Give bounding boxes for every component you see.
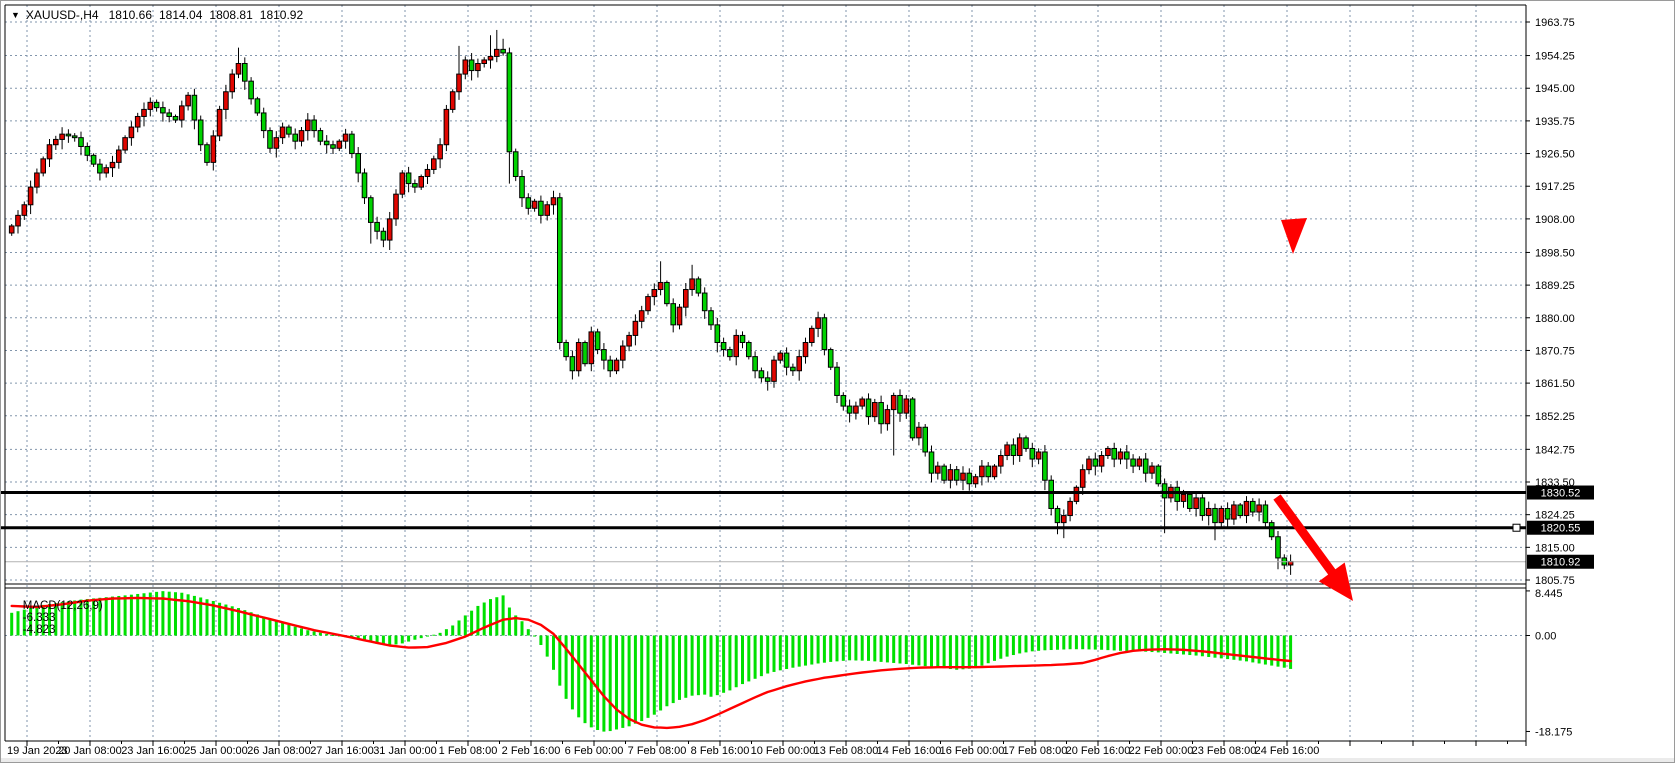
svg-text:8.445: 8.445 (1535, 588, 1563, 600)
svg-text:1 Feb 08:00: 1 Feb 08:00 (439, 745, 498, 757)
ohlc-close-value: 1810.92 (259, 8, 304, 22)
svg-text:1810.92: 1810.92 (1541, 557, 1581, 569)
svg-text:27 Jan 16:00: 27 Jan 16:00 (310, 745, 374, 757)
svg-text:1852.25: 1852.25 (1535, 411, 1575, 423)
svg-text:1917.25: 1917.25 (1535, 181, 1575, 193)
macd-indicator-label: MACD(12,26,9) -6.333 -4.823 (10, 588, 108, 648)
macd-signal-line (10, 596, 1292, 730)
svg-text:2 Feb 16:00: 2 Feb 16:00 (502, 745, 561, 757)
symbol-dropdown-icon[interactable]: ▼ (11, 10, 20, 20)
svg-text:1889.25: 1889.25 (1535, 280, 1575, 292)
svg-text:23 Jan 16:00: 23 Jan 16:00 (121, 745, 185, 757)
svg-text:10 Feb 00:00: 10 Feb 00:00 (751, 745, 816, 757)
macd-histogram (10, 591, 1293, 732)
svg-text:14 Feb 16:00: 14 Feb 16:00 (877, 745, 942, 757)
svg-text:1824.25: 1824.25 (1535, 510, 1575, 522)
svg-text:1815.00: 1815.00 (1535, 542, 1575, 554)
svg-text:1898.50: 1898.50 (1535, 247, 1575, 259)
svg-text:8 Feb 16:00: 8 Feb 16:00 (691, 745, 750, 757)
svg-text:13 Feb 08:00: 13 Feb 08:00 (814, 745, 879, 757)
svg-text:31 Jan 00:00: 31 Jan 00:00 (373, 745, 437, 757)
svg-text:1935.75: 1935.75 (1535, 116, 1575, 128)
svg-text:6 Feb 00:00: 6 Feb 00:00 (565, 745, 624, 757)
price-tag-1820: 1820.55 (1527, 520, 1594, 535)
svg-text:1963.75: 1963.75 (1535, 17, 1575, 29)
svg-text:26 Jan 08:00: 26 Jan 08:00 (247, 745, 311, 757)
svg-text:1870.75: 1870.75 (1535, 345, 1575, 357)
svg-text:1880.00: 1880.00 (1535, 313, 1575, 325)
ohlc-low-value: 1808.81 (209, 8, 253, 22)
svg-text:1861.50: 1861.50 (1535, 378, 1575, 390)
svg-text:1805.75: 1805.75 (1535, 575, 1575, 587)
svg-text:1820.55: 1820.55 (1541, 523, 1581, 535)
svg-text:16 Feb 00:00: 16 Feb 00:00 (940, 745, 1005, 757)
panel-frame (4, 4, 1527, 746)
svg-text:19 Jan 2023: 19 Jan 2023 (7, 745, 68, 757)
price-tag-bid: 1810.92 (1527, 554, 1594, 569)
macd-axis: 8.445 0.00 -18.175 (1526, 588, 1572, 738)
svg-text:0.00: 0.00 (1535, 631, 1556, 643)
price-tag-1830: 1830.52 (1527, 485, 1594, 500)
macd-main-value: -6.333 (22, 612, 56, 624)
svg-text:24 Feb 16:00: 24 Feb 16:00 (1255, 745, 1320, 757)
candlestick-series[interactable] (8, 29, 1294, 575)
svg-text:1842.75: 1842.75 (1535, 444, 1575, 456)
svg-text:17 Feb 08:00: 17 Feb 08:00 (1003, 745, 1068, 757)
svg-text:1954.25: 1954.25 (1535, 51, 1575, 63)
svg-text:23 Feb 08:00: 23 Feb 08:00 (1192, 745, 1257, 757)
svg-text:20 Feb 16:00: 20 Feb 16:00 (1066, 745, 1131, 757)
downtrend-arrow[interactable] (1273, 494, 1353, 601)
svg-text:1945.00: 1945.00 (1535, 83, 1575, 95)
macd-name-label: MACD(12,26,9) (22, 600, 103, 612)
chart-symbol-title: ▼ XAUUSD-,H4 1810.66 1814.04 1808.81 181… (11, 8, 310, 22)
ohlc-open-value: 1810.66 (108, 8, 152, 22)
svg-text:22 Feb 00:00: 22 Feb 00:00 (1129, 745, 1194, 757)
line-drag-handle[interactable] (1512, 523, 1521, 532)
svg-text:1908.00: 1908.00 (1535, 214, 1575, 226)
svg-text:-18.175: -18.175 (1535, 726, 1572, 738)
svg-text:1926.50: 1926.50 (1535, 149, 1575, 161)
svg-text:25 Jan 00:00: 25 Jan 00:00 (184, 745, 248, 757)
symbol-period-label: XAUUSD-,H4 (25, 8, 99, 22)
svg-text:20 Jan 08:00: 20 Jan 08:00 (58, 745, 122, 757)
ohlc-high-value: 1814.04 (159, 8, 203, 22)
bottom-strip (1, 758, 1674, 762)
sell-signal-marker[interactable] (1281, 218, 1307, 254)
price-axis: 1963.75 1954.25 1945.00 1935.75 1926.50 1917.… (1526, 17, 1575, 587)
macd-signal-value: -4.823 (22, 624, 56, 636)
svg-text:7 Feb 08:00: 7 Feb 08:00 (628, 745, 687, 757)
svg-text:1830.52: 1830.52 (1541, 488, 1581, 500)
grid-lines (5, 5, 1526, 741)
